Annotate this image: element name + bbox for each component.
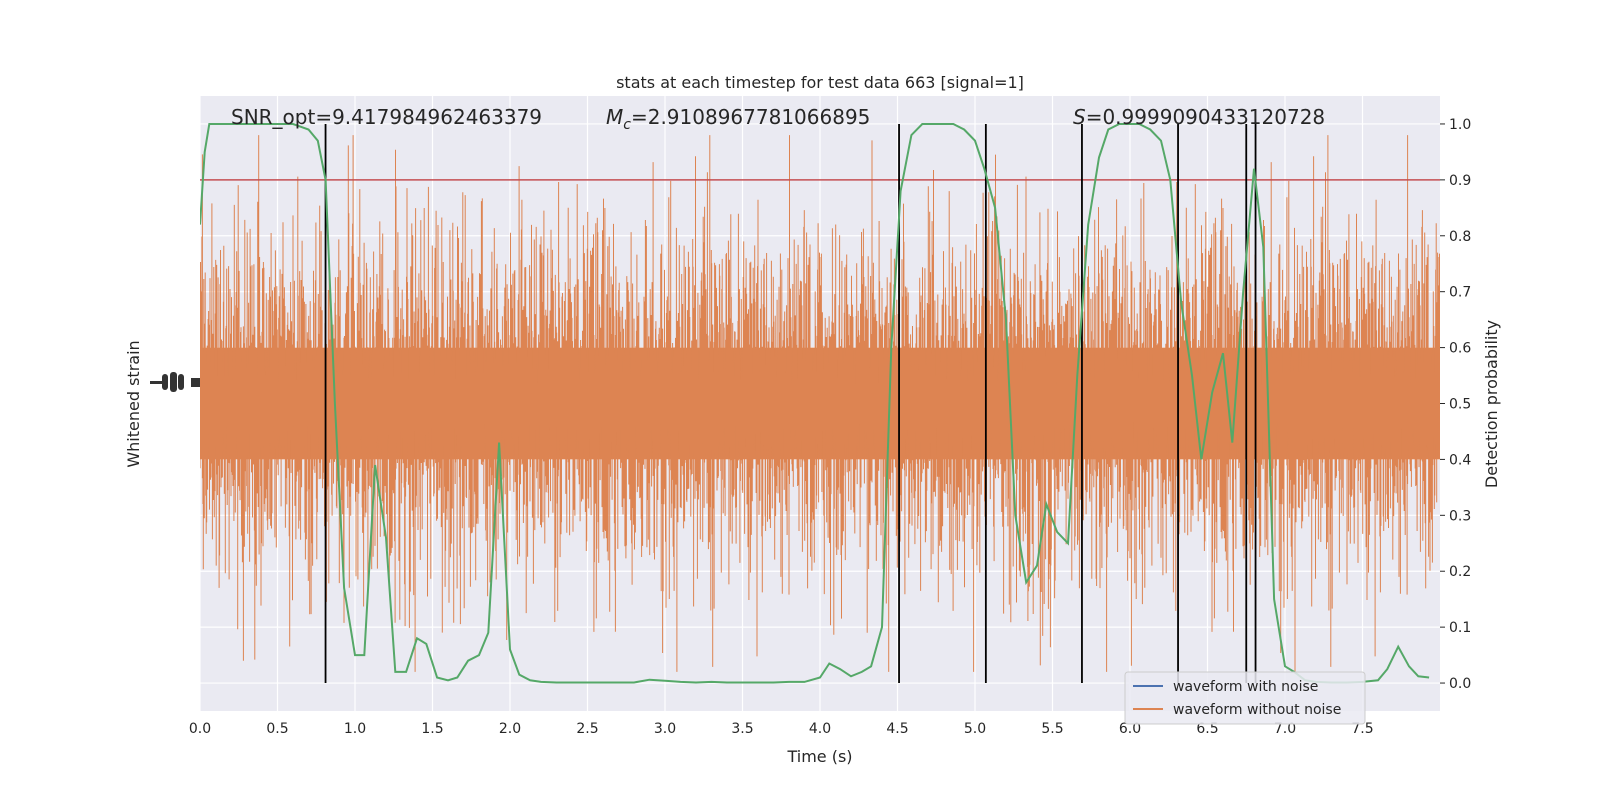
x-tick-label: 1.5	[421, 721, 443, 737]
legend: waveform with noise waveform without noi…	[1124, 671, 1366, 725]
y-tick-label: 0.8	[1449, 229, 1471, 245]
s-symbol: S	[1073, 105, 1086, 129]
y-tick-label: 0.6	[1449, 341, 1471, 357]
x-tick-label: 6.5	[1196, 721, 1218, 737]
left-axis-ticks	[150, 372, 200, 392]
y-tick-label: 0.9	[1449, 173, 1471, 189]
y-tick-label: 0.1	[1449, 620, 1471, 636]
x-tick-label: 5.0	[964, 721, 986, 737]
x-tick-label: 3.0	[654, 721, 676, 737]
x-tick-label: 1.0	[344, 721, 366, 737]
y-tick-label: 0.5	[1449, 397, 1471, 413]
y-tick-label: 0.3	[1449, 508, 1471, 524]
x-tick-label: 4.0	[809, 721, 831, 737]
snr-annotation: SNR_opt=9.417984962463379	[231, 105, 542, 129]
probability-series	[200, 123, 1430, 684]
y-axis-label-left: Whitened strain	[124, 340, 143, 467]
mc-subscript: c	[623, 117, 631, 133]
mc-annotation: Mc=2.9108967781066895	[606, 105, 870, 133]
chart-title: stats at each timestep for test data 663…	[616, 73, 1024, 92]
mc-value: =2.9108967781066895	[631, 105, 870, 129]
x-tick-label: 5.5	[1041, 721, 1063, 737]
y-tick-labels: 0.0 0.1 0.2 0.3 0.4 0.5 0.6 0.7 0.8 0.9 1.0	[1440, 117, 1471, 692]
legend-label-without-noise: waveform without noise	[1173, 702, 1341, 718]
s-value: =0.9999090433120728	[1086, 105, 1325, 129]
x-tick-label: 0.0	[189, 721, 211, 737]
x-tick-label: 3.5	[731, 721, 753, 737]
x-tick-label: 2.0	[499, 721, 521, 737]
y-tick-label: 0.0	[1449, 676, 1471, 692]
x-tick-label: 7.0	[1274, 721, 1296, 737]
y-tick-label: 0.7	[1449, 285, 1471, 301]
x-tick-label: 4.5	[886, 721, 908, 737]
strain-line	[200, 135, 1440, 672]
x-tick-label: 6.0	[1119, 721, 1141, 737]
y-tick-label: 0.2	[1449, 564, 1471, 580]
y-tick-label: 0.4	[1449, 452, 1471, 468]
x-tick-label: 2.5	[576, 721, 598, 737]
y-axis-label-right: Detection probability	[1482, 320, 1501, 488]
legend-label-with-noise: waveform with noise	[1173, 679, 1318, 695]
mc-symbol: M	[606, 105, 623, 129]
x-tick-label: 0.5	[266, 721, 288, 737]
probability-line	[200, 123, 1430, 684]
y-tick-label: 1.0	[1449, 117, 1471, 133]
x-axis-label: Time (s)	[786, 747, 852, 766]
s-annotation: S=0.9999090433120728	[1073, 105, 1325, 129]
x-tick-labels: 0.0 0.5 1.0 1.5 2.0 2.5 3.0 3.5 4.0 4.5 5.0 5.5 6.0 6…	[189, 721, 1374, 737]
x-tick-label: 7.5	[1351, 721, 1373, 737]
